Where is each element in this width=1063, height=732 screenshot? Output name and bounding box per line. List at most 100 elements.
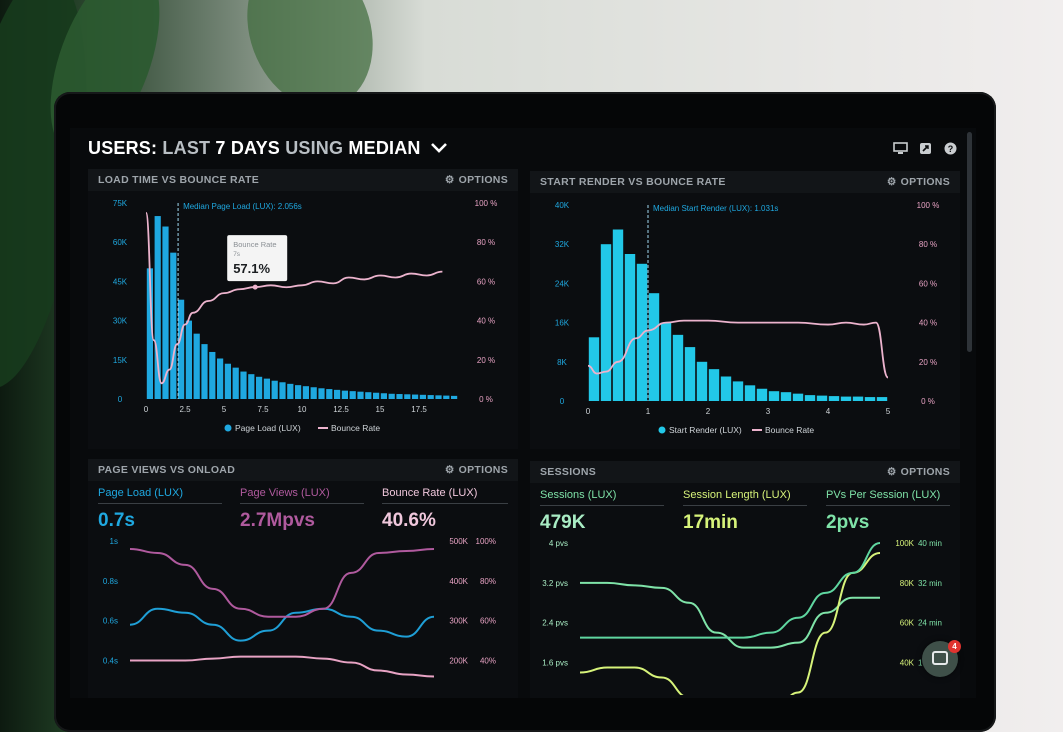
histogram-bar (756, 388, 768, 401)
sessions-chart: 4 pvs 3.2 pvs 2.4 pvs 1.6 pvs 100K 80K 60K 40K 4… (542, 539, 942, 695)
help-icon[interactable]: ? (943, 142, 958, 155)
y-tick-label: 32K (555, 240, 570, 249)
metric-value: 0.7s (98, 510, 135, 531)
legend-marker (658, 426, 666, 434)
scrollbar[interactable] (967, 132, 972, 352)
metric-session-length: Session Length (LUX) 17min (683, 489, 807, 534)
metric-label: Page Load (LUX) (98, 487, 222, 504)
y-tick-label: 45K (113, 277, 128, 286)
histogram-bar (648, 293, 660, 401)
metric-value: 479K (540, 512, 586, 533)
y2-tick-label: 500K (449, 537, 468, 546)
legend-label: Start Render (LUX) (669, 425, 742, 435)
histogram-bar (201, 344, 208, 399)
metric-label: Page Views (LUX) (240, 487, 364, 504)
share-icon[interactable] (918, 142, 933, 155)
histogram-bar (612, 229, 624, 401)
start-render-panel: START RENDER VS BOUNCE RATE ⚙ OPTIONS 0 8K… (530, 171, 960, 449)
histogram-bar (780, 392, 792, 401)
histogram-bar (295, 385, 302, 399)
monitor-icon[interactable] (893, 142, 908, 155)
histogram-bar (852, 396, 864, 401)
histogram-bar (864, 397, 876, 401)
y2-tick-label: 40 % (477, 317, 495, 326)
options-button[interactable]: ⚙ OPTIONS (887, 171, 950, 193)
gear-icon: ⚙ (886, 466, 897, 478)
panel-header: SESSIONS ⚙ OPTIONS (530, 461, 960, 483)
tooltip-point (252, 284, 258, 290)
y-tick-label: 24K (555, 279, 570, 288)
panel-header: PAGE VIEWS VS ONLOAD ⚙ OPTIONS (88, 459, 518, 481)
median-marker-label: Median Page Load (LUX): 2.056s (183, 202, 302, 211)
y2-tick-label: 40 % (919, 319, 937, 328)
histogram-bar (287, 383, 294, 399)
histogram-bar (624, 254, 636, 401)
y-tick-label: 40K (555, 201, 570, 210)
histogram-bar (162, 226, 169, 399)
histogram-bar (840, 396, 852, 401)
histogram-bar (720, 376, 732, 401)
options-label: OPTIONS (900, 176, 950, 188)
histogram-bar (660, 322, 672, 401)
histogram-bar (279, 382, 286, 399)
y2-tick-label: 0 % (921, 397, 935, 406)
y2-tick-label: 100 % (917, 201, 940, 210)
metric-bounce-rate: Bounce Rate (LUX) 40.6% (382, 487, 508, 532)
chevron-down-icon[interactable] (430, 138, 448, 159)
histogram-bar (193, 333, 200, 399)
load-time-panel: LOAD TIME VS BOUNCE RATE ⚙ OPTIONS 0 15K 30… (88, 169, 518, 449)
y-tick-label: 0.8s (103, 577, 118, 586)
histogram-bar (349, 391, 356, 399)
start-render-chart: 0 8K 16K 24K 32K 40K 0 % 20 % 40 % 60 % 80 % 100 % 0… (555, 201, 940, 435)
histogram-bar (240, 371, 247, 399)
panel-title: SESSIONS (540, 466, 597, 478)
histogram-bar (365, 392, 372, 399)
y2-tick-label: 200K (449, 657, 468, 666)
metric-value: 2.7Mpvs (240, 510, 315, 531)
y3-tick-label: 100% (476, 537, 496, 546)
x-tick-label: 2 (706, 407, 711, 416)
histogram-bar (224, 363, 231, 399)
bounce-rate-line (145, 211, 443, 385)
x-tick-label: 15 (376, 405, 385, 414)
y2-tick-label: 60 % (477, 277, 495, 286)
histogram-bar (396, 394, 403, 399)
histogram-bar (451, 395, 458, 399)
metric-pvs-per-session: PVs Per Session (LUX) 2pvs (826, 489, 950, 534)
histogram-bar (427, 395, 434, 399)
y-tick-label: 3.2 pvs (542, 579, 568, 588)
histogram-bar (232, 367, 239, 399)
load-time-chart: 0 15K 30K 45K 60K 75K 0 % 20 % 40 % 60 % 80 % 100 %… (113, 199, 497, 433)
y2-tick-label: 100K (895, 539, 914, 548)
y3-tick-label: 40 min (918, 539, 942, 548)
histogram-bar (170, 252, 177, 399)
svg-text:?: ? (948, 144, 954, 154)
y-tick-label: 16K (555, 319, 570, 328)
histogram-bar (154, 216, 161, 399)
series-line (129, 607, 435, 642)
panel-title: PAGE VIEWS VS ONLOAD (98, 464, 236, 476)
histogram-bar (816, 395, 828, 401)
options-button[interactable]: ⚙ OPTIONS (445, 169, 508, 191)
series-line (129, 547, 435, 618)
y3-tick-label: 32 min (918, 579, 942, 588)
tooltip-value: 57.1% (233, 261, 270, 276)
options-button[interactable]: ⚙ OPTIONS (887, 461, 950, 483)
metric-value: 40.6% (382, 510, 436, 531)
histogram-bar (380, 393, 387, 399)
x-tick-label: 1 (646, 407, 651, 416)
histogram-bar (271, 380, 278, 399)
gear-icon: ⚙ (886, 176, 897, 188)
panel-title: LOAD TIME VS BOUNCE RATE (98, 174, 260, 186)
x-tick-label: 4 (826, 407, 831, 416)
histogram-bar (435, 395, 442, 399)
histogram-bar (404, 394, 411, 399)
y2-tick-label: 400K (449, 577, 468, 586)
y2-tick-label: 80 % (477, 238, 495, 247)
chat-button[interactable] (922, 641, 958, 677)
page-title[interactable]: USERS: LAST 7 DAYS USING MEDIAN (88, 138, 448, 159)
histogram-bar (636, 263, 648, 401)
legend-label: Bounce Rate (765, 425, 814, 435)
options-button[interactable]: ⚙ OPTIONS (445, 459, 508, 481)
histogram-bar (310, 387, 317, 399)
